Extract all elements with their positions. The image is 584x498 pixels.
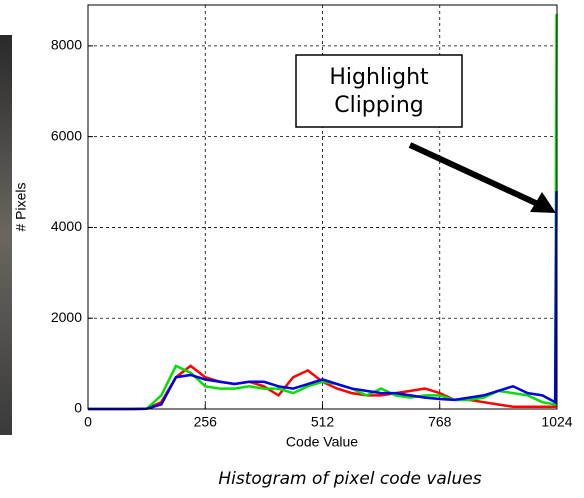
- x-tick-label: 1024: [541, 414, 572, 430]
- y-tick-label: 4000: [51, 218, 82, 234]
- x-tick-label: 0: [84, 414, 92, 430]
- y-tick-label: 8000: [51, 37, 82, 53]
- y-tick-label: 0: [74, 400, 82, 416]
- x-tick-label: 768: [428, 414, 452, 430]
- y-tick-label: 2000: [51, 309, 82, 325]
- photo-strip: [0, 35, 12, 435]
- chart: 0 2000 4000 6000 8000 0 256 512 768 1024 # Pixels…: [0, 0, 584, 498]
- annotation-text: Clipping: [334, 93, 424, 118]
- x-tick-label: 512: [311, 414, 335, 430]
- caption: Histogram of pixel code values: [218, 469, 481, 489]
- x-axis-label: Code Value: [286, 434, 358, 450]
- annotation-arrow: [410, 145, 540, 205]
- y-axis-label: # Pixels: [13, 182, 29, 231]
- annotation-text: Highlight: [329, 65, 429, 90]
- y-tick-label: 6000: [51, 127, 82, 143]
- x-tick-label: 256: [194, 414, 218, 430]
